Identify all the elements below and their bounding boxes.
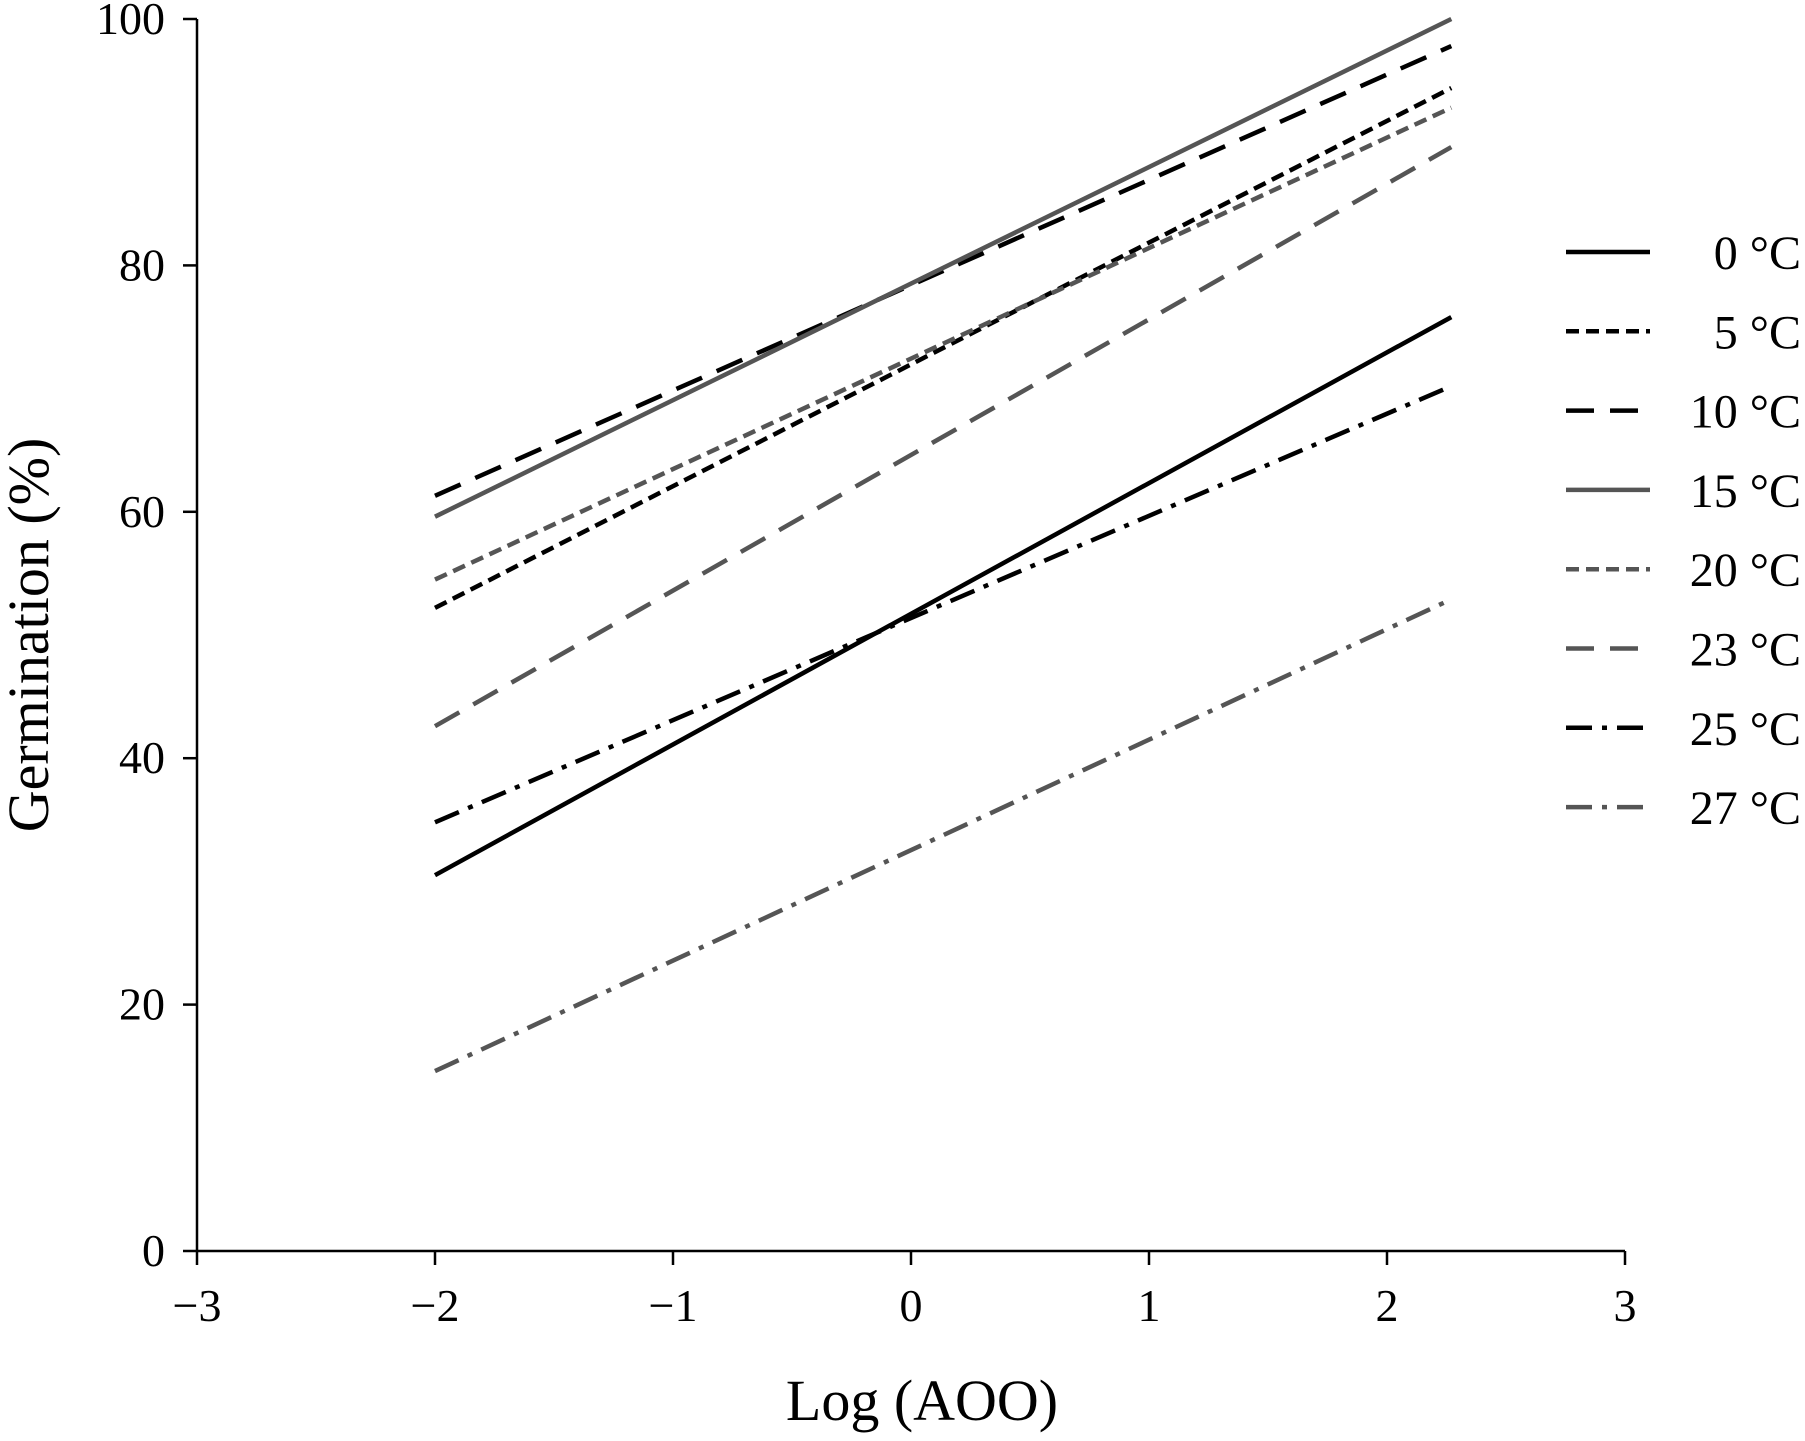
series-line-4: [434, 105, 1453, 582]
series-line-2: [434, 44, 1453, 498]
legend-label-2: 10 °C: [1690, 386, 1801, 439]
x-tick-label: 0: [900, 1280, 923, 1331]
legend-label-6: 25 °C: [1690, 703, 1801, 756]
legend-label-7: 27 °C: [1690, 782, 1801, 835]
legend-label-3: 15 °C: [1690, 465, 1801, 518]
y-tick-label: 80: [119, 239, 165, 290]
y-tick-label: 0: [142, 1225, 165, 1276]
y-tick-label: 100: [96, 0, 165, 44]
legend-label-5: 23 °C: [1690, 624, 1801, 677]
y-axis-title: Germination (%): [0, 438, 61, 833]
x-tick-label: 3: [1614, 1280, 1637, 1331]
x-axis-title: Log (AOO): [786, 1368, 1058, 1433]
series-layer: [433, 16, 1453, 1074]
x-tick-label: −1: [649, 1280, 698, 1331]
series-line-1: [433, 85, 1453, 610]
axes: −3 −2 −1 0 1 2 3 0 20 40 60 80 100: [96, 0, 1637, 1331]
series-line-6: [434, 384, 1453, 825]
legend: 0 °C 5 °C 10 °C 15 °C 20 °C 23 °C 25 °C 27 °C: [1566, 227, 1801, 835]
legend-label-4: 20 °C: [1690, 544, 1801, 597]
legend-label-0: 0 °C: [1714, 227, 1801, 280]
x-tick-label: 1: [1138, 1280, 1161, 1331]
series-line-7: [434, 597, 1453, 1074]
y-tick-label: 60: [119, 486, 165, 537]
legend-label-1: 5 °C: [1714, 306, 1801, 359]
y-tick-label: 40: [119, 732, 165, 783]
series-line-0: [433, 315, 1453, 878]
x-tick-label: −2: [411, 1280, 460, 1331]
series-line-5: [433, 145, 1453, 729]
x-tick-label: −3: [173, 1280, 222, 1331]
x-tick-label: 2: [1376, 1280, 1399, 1331]
series-line-3: [434, 16, 1453, 519]
y-tick-label: 20: [119, 979, 165, 1030]
